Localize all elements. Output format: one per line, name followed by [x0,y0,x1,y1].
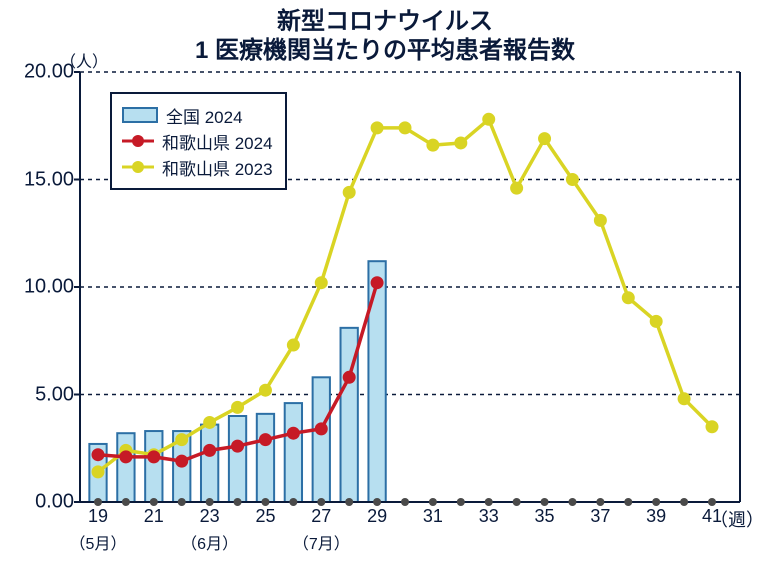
x-tick-label: 27 [311,506,331,527]
chart-root: 新型コロナウイルス 1 医療機関当たりの平均患者報告数 （人） 0.005.00… [0,0,770,577]
legend: 全国 2024 和歌山県 2024 和歌山県 2023 [110,92,287,190]
x-tick-label: 25 [255,506,275,527]
legend-label: 全国 2024 [166,103,243,128]
x-tick-label: 21 [144,506,164,527]
x-tick-label: 29 [367,506,387,527]
y-tick-label: 10.00 [8,276,74,299]
x-tick-label: 19 [88,506,108,527]
x-tick-label: 33 [479,506,499,527]
x-tick-label: 35 [535,506,555,527]
x-month-label: （7月） [293,530,350,554]
y-tick-label: 5.00 [8,383,74,406]
legend-swatch-line-yellow [122,159,154,175]
x-tick-label: 23 [200,506,220,527]
x-month-label: （6月） [181,530,238,554]
legend-label: 和歌山県 2024 [162,129,273,154]
legend-item-wakayama-2024: 和歌山県 2024 [122,128,273,154]
plot-svg [0,0,770,577]
legend-label: 和歌山県 2023 [162,155,273,180]
x-tick-label: 37 [590,506,610,527]
y-tick-label: 15.00 [8,168,74,191]
legend-swatch-bar [122,107,158,123]
legend-item-national-2024: 全国 2024 [122,102,273,128]
legend-item-wakayama-2023: 和歌山県 2023 [122,154,273,180]
x-axis-unit: （週） [710,506,764,532]
x-tick-label: 31 [423,506,443,527]
y-tick-label: 0.00 [8,491,74,514]
x-tick-label: 39 [646,506,666,527]
y-tick-label: 20.00 [8,61,74,84]
legend-swatch-line-red [122,133,154,149]
x-month-label: （5月） [70,530,127,554]
